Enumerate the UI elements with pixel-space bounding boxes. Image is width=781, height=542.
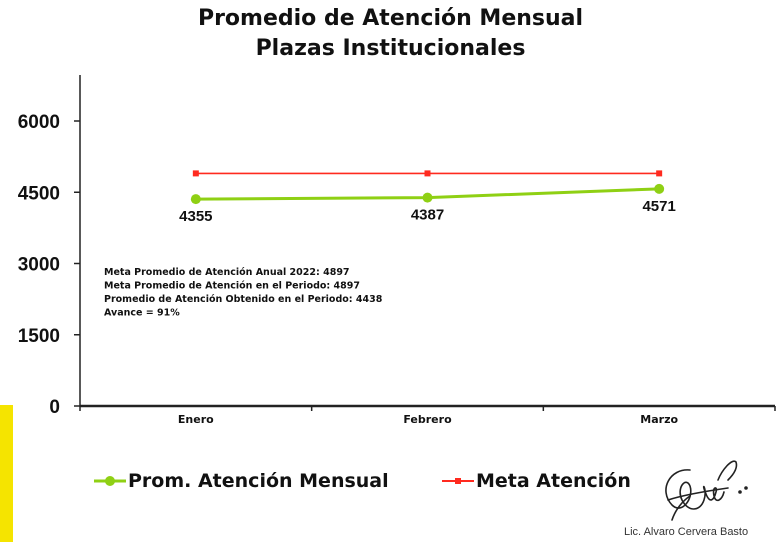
data-label: 4387	[411, 207, 444, 224]
data-point-actual	[422, 192, 433, 203]
annotation-line: Promedio de Atención Obtenido en el Peri…	[104, 294, 383, 305]
y-tick-label: 1500	[18, 326, 60, 347]
signature-name: Lic. Alvaro Cervera Basto	[624, 526, 749, 538]
data-point-target	[656, 170, 663, 177]
title-line-2: Plazas Institucionales	[255, 36, 526, 61]
data-point-target	[424, 170, 431, 177]
y-tick-label: 0	[49, 397, 60, 418]
x-tick-label: Enero	[178, 413, 214, 426]
chart-axes	[74, 75, 776, 411]
data-point-actual	[190, 194, 201, 205]
annotation-block: Meta Promedio de Atención Anual 2022: 48…	[104, 267, 383, 319]
x-tick-label: Marzo	[640, 413, 678, 426]
data-point-target	[192, 170, 199, 177]
yellow-accent-bar	[0, 405, 13, 542]
x-tick-labels: Enero Febrero Marzo	[178, 413, 679, 426]
legend-label-actual: Prom. Atención Mensual	[128, 470, 389, 492]
annotation-line: Meta Promedio de Atención Anual 2022: 48…	[104, 267, 350, 278]
title-line-1: Promedio de Atención Mensual	[197, 6, 584, 31]
annotation-line: Meta Promedio de Atención en el Periodo:…	[104, 281, 360, 292]
data-labels: 4355 4387 4571	[179, 198, 676, 225]
y-tick-label: 4500	[18, 183, 60, 204]
annotation-line: Avance = 91%	[104, 308, 180, 319]
handwritten-signature	[665, 460, 748, 521]
legend-marker-actual	[94, 476, 126, 486]
legend-item-target: Meta Atención	[440, 468, 631, 494]
y-tick-labels: 0 1500 3000 4500 6000	[18, 112, 60, 418]
y-tick-label: 3000	[18, 255, 60, 276]
x-tick-label: Febrero	[403, 413, 452, 426]
chart-title: Promedio de Atención Mensual Plazas Inst…	[0, 4, 781, 64]
legend-item-actual: Prom. Atención Mensual	[92, 468, 389, 494]
data-point-actual	[654, 183, 665, 194]
legend-marker-target	[442, 478, 474, 484]
y-tick-label: 6000	[18, 112, 60, 133]
legend-label-target: Meta Atención	[476, 470, 631, 492]
data-label: 4355	[179, 208, 212, 225]
series-lines	[190, 170, 665, 205]
data-label: 4571	[642, 198, 675, 215]
